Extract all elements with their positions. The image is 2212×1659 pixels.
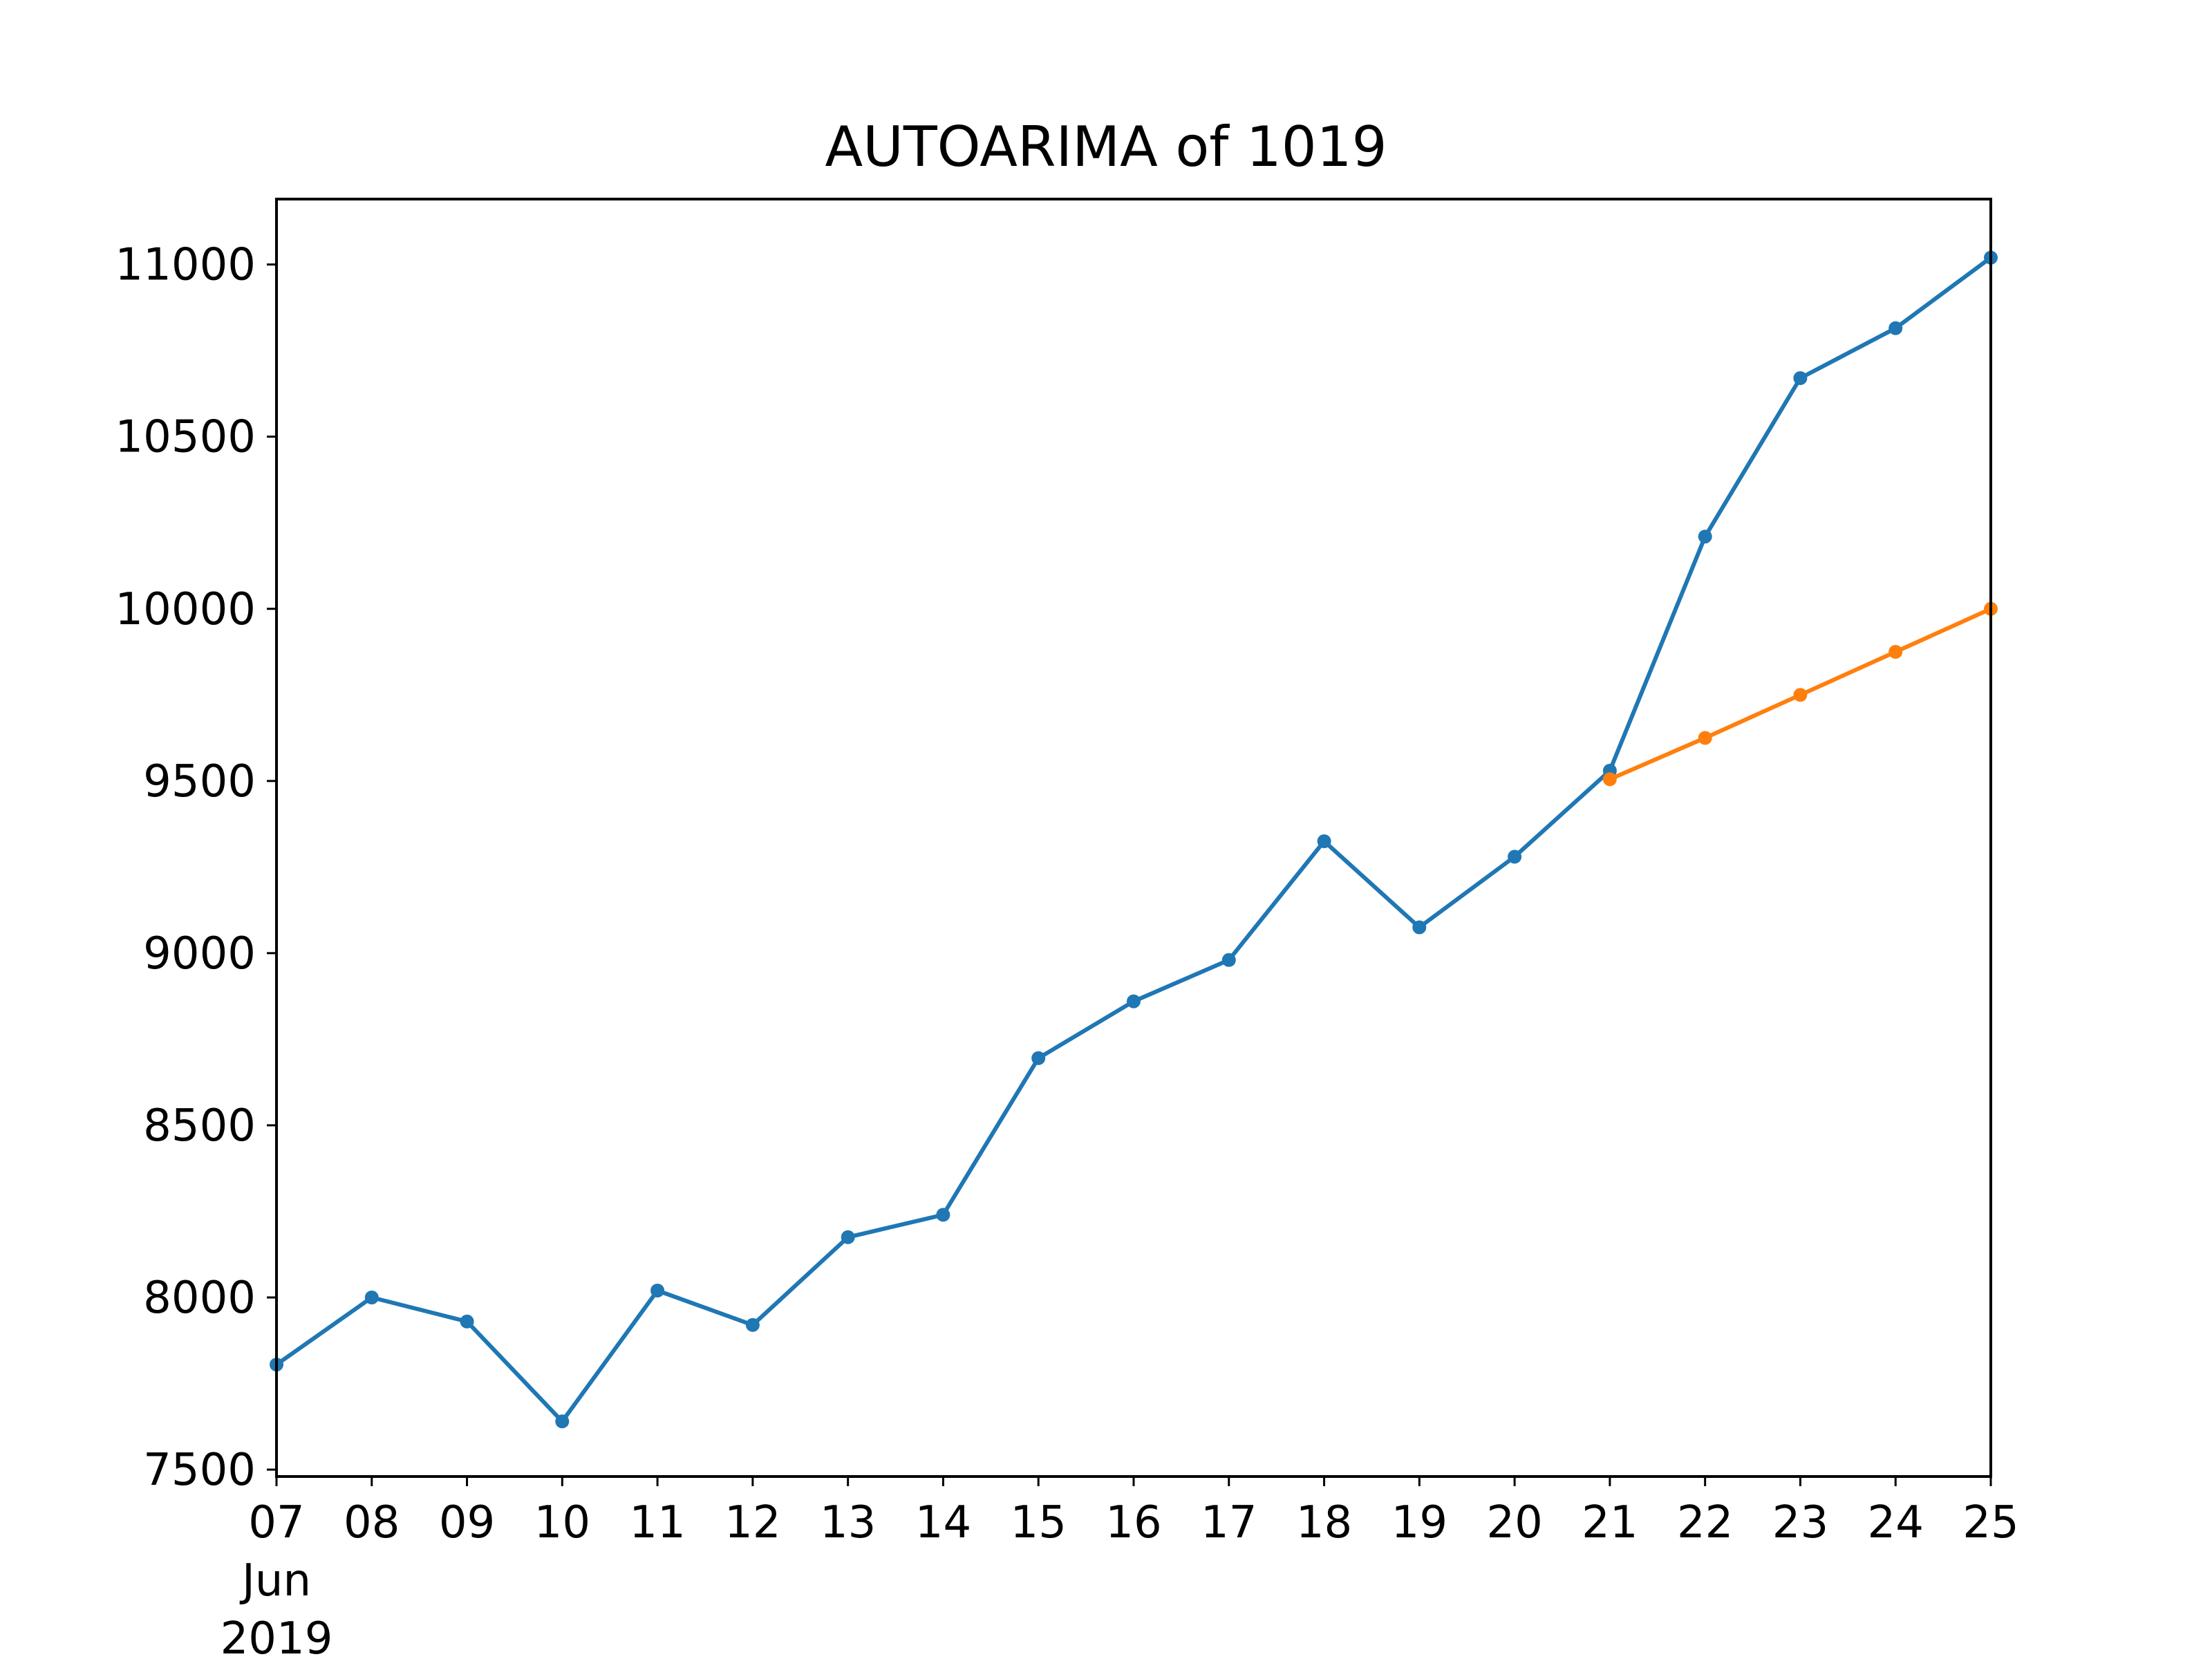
x-secondary-label-1: 2019 xyxy=(221,1613,333,1659)
x-tick-label-18: 25 xyxy=(1962,1497,2018,1548)
y-tick-label-7: 11000 xyxy=(115,240,256,291)
x-tick-label-6: 13 xyxy=(820,1497,876,1548)
y-tick-label-3: 9000 xyxy=(143,928,256,980)
x-tick-label-13: 20 xyxy=(1486,1497,1542,1548)
axis-layer: 7500 8000 8500 9000 9500 10000 10500 11000 07 08 0… xyxy=(115,240,2018,1659)
y-tick-label-2: 8500 xyxy=(143,1100,256,1152)
x-tick-label-12: 19 xyxy=(1391,1497,1447,1548)
x-tick-label-7: 14 xyxy=(915,1497,971,1548)
x-tick-label-17: 24 xyxy=(1868,1497,1924,1548)
x-tick-label-15: 22 xyxy=(1677,1497,1733,1548)
series-0-point-4 xyxy=(650,1284,665,1297)
x-tick-label-3: 10 xyxy=(534,1497,590,1548)
series-0-point-13 xyxy=(1508,850,1522,864)
chart-title: AUTOARIMA of 1019 xyxy=(825,115,1387,179)
x-tick-label-1: 08 xyxy=(344,1497,400,1548)
series-0-point-3 xyxy=(555,1414,570,1429)
y-tick-label-5: 10000 xyxy=(115,584,256,635)
y-tick-label-6: 10500 xyxy=(115,412,256,463)
series-1-point-0 xyxy=(1602,772,1617,787)
series-0-point-8 xyxy=(1031,1051,1046,1065)
series-0-point-6 xyxy=(841,1230,855,1244)
series-0-point-2 xyxy=(460,1314,474,1329)
y-tick-label-0: 7500 xyxy=(143,1445,256,1496)
x-tick-label-16: 23 xyxy=(1772,1497,1828,1548)
series-0-point-17 xyxy=(1888,321,1903,335)
series-0-point-5 xyxy=(745,1318,760,1332)
series-0-point-11 xyxy=(1317,834,1331,848)
x-tick-label-14: 21 xyxy=(1582,1497,1638,1548)
series-0-point-1 xyxy=(364,1291,379,1304)
series-0-point-15 xyxy=(1698,529,1712,544)
series-1-point-3 xyxy=(1888,645,1903,659)
x-tick-label-9: 16 xyxy=(1105,1497,1161,1548)
series-0-point-7 xyxy=(936,1208,950,1222)
y-tick-label-1: 8000 xyxy=(143,1273,256,1324)
series-0-point-16 xyxy=(1793,371,1808,385)
series-layer xyxy=(270,250,1998,1429)
x-tick-label-8: 15 xyxy=(1011,1497,1067,1548)
series-0-point-9 xyxy=(1127,994,1141,1009)
x-tick-label-10: 17 xyxy=(1201,1497,1257,1548)
series-0-point-10 xyxy=(1221,953,1236,967)
y-tick-label-4: 9500 xyxy=(143,756,256,807)
x-secondary-label-0: Jun xyxy=(239,1555,311,1606)
x-tick-label-11: 18 xyxy=(1296,1497,1352,1548)
series-0-point-12 xyxy=(1412,920,1427,935)
x-tick-label-2: 09 xyxy=(439,1497,495,1548)
x-tick-label-5: 12 xyxy=(724,1497,780,1548)
x-tick-label-0: 07 xyxy=(248,1497,304,1548)
series-1-point-2 xyxy=(1793,688,1808,702)
x-tick-label-4: 11 xyxy=(629,1497,685,1548)
series-1-point-1 xyxy=(1698,731,1712,745)
